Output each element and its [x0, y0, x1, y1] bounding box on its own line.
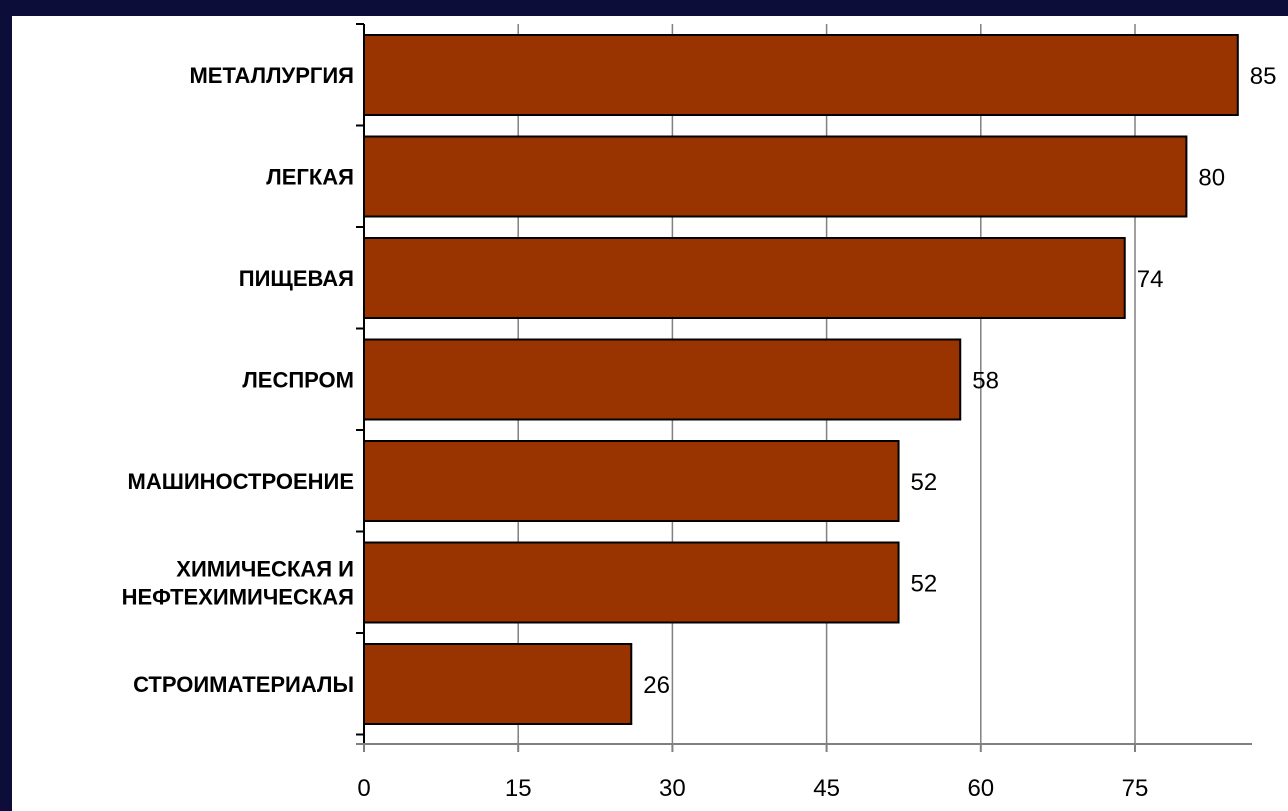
category-label-5-line-0: ХИМИЧЕСКАЯ И [176, 556, 354, 581]
x-tick-label-60: 60 [967, 775, 994, 802]
bar-chart: 0 15 30 45 60 75 МЕТАЛЛУРГИЯ ЛЕГКАЯ ПИЩЕВАЯ ЛЕСПР… [122, 23, 1277, 802]
x-tick-label-0: 0 [357, 775, 370, 802]
bars [363, 34, 1239, 725]
x-tick-label-15: 15 [505, 775, 532, 802]
category-label-1: ЛЕГКАЯ [266, 164, 354, 189]
bar-6 [363, 643, 633, 725]
bar-0 [363, 34, 1239, 116]
value-label-6: 26 [643, 672, 670, 699]
value-label-5: 52 [911, 570, 938, 597]
axes [356, 23, 1252, 752]
value-label-0: 85 [1250, 63, 1277, 90]
category-label-3: ЛЕСПРОМ [242, 367, 354, 392]
category-label-6: СТРОИМАТЕРИАЛЫ [133, 672, 354, 697]
chart-frame: 0 15 30 45 60 75 МЕТАЛЛУРГИЯ ЛЕГКАЯ ПИЩЕВАЯ ЛЕСПР… [12, 16, 1288, 811]
x-tick-label-45: 45 [813, 775, 840, 802]
labels: 0 15 30 45 60 75 МЕТАЛЛУРГИЯ ЛЕГКАЯ ПИЩЕВАЯ ЛЕСПР… [122, 63, 1277, 802]
category-label-5-line-1: НЕФТЕХИМИЧЕСКАЯ [122, 584, 354, 609]
value-label-4: 52 [911, 469, 938, 496]
value-label-3: 58 [972, 367, 999, 394]
bar-3 [363, 338, 962, 421]
category-label-4: МАШИНОСТРОЕНИЕ [128, 469, 354, 494]
x-tick-label-75: 75 [1122, 775, 1149, 802]
value-label-1: 80 [1198, 164, 1225, 191]
bar-1 [363, 135, 1188, 218]
category-label-2: ПИЩЕВАЯ [239, 266, 354, 291]
value-label-2: 74 [1137, 266, 1164, 293]
x-tick-label-30: 30 [659, 775, 686, 802]
bar-5 [363, 541, 900, 624]
category-label-0: МЕТАЛЛУРГИЯ [189, 63, 354, 88]
bar-4 [363, 440, 900, 522]
bar-2 [363, 237, 1126, 319]
